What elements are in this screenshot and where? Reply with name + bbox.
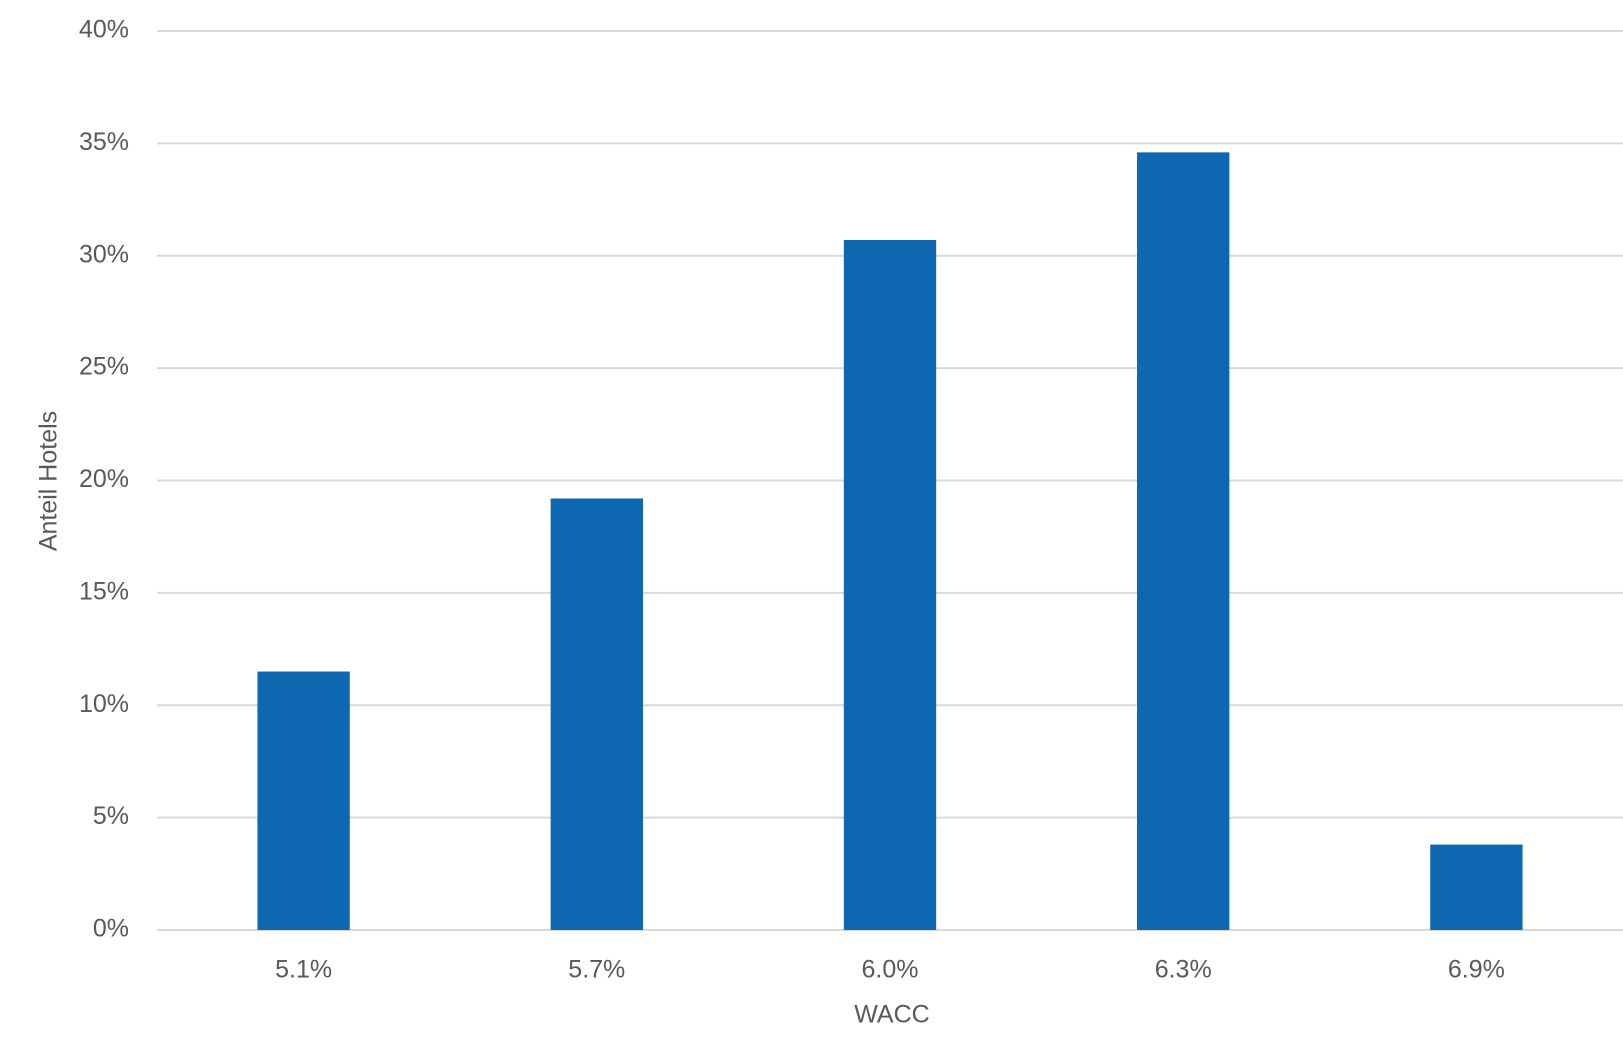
y-tick-label: 20%: [79, 465, 129, 493]
y-tick-label: 25%: [79, 353, 129, 381]
bar: [1430, 844, 1523, 930]
x-axis-title: WACC: [854, 1001, 929, 1029]
y-tick-label: 30%: [79, 240, 129, 268]
bar: [1137, 152, 1230, 931]
bar: [550, 498, 643, 930]
y-tick-label: 0%: [93, 915, 129, 943]
x-tick-label: 6.3%: [1155, 956, 1212, 984]
y-axis-title: Anteil Hotels: [35, 411, 63, 551]
y-tick-label: 35%: [79, 128, 129, 156]
x-tick-label: 6.9%: [1448, 956, 1505, 984]
y-tick-label: 5%: [93, 802, 129, 830]
x-tick-label: 5.1%: [275, 956, 332, 984]
y-tick-label: 10%: [79, 690, 129, 718]
y-tick-label: 15%: [79, 577, 129, 605]
bar: [843, 240, 937, 930]
x-tick-label: 6.0%: [862, 956, 919, 984]
x-tick-label: 5.7%: [568, 956, 625, 984]
y-tick-label: 40%: [79, 16, 129, 44]
bar: [257, 671, 350, 930]
